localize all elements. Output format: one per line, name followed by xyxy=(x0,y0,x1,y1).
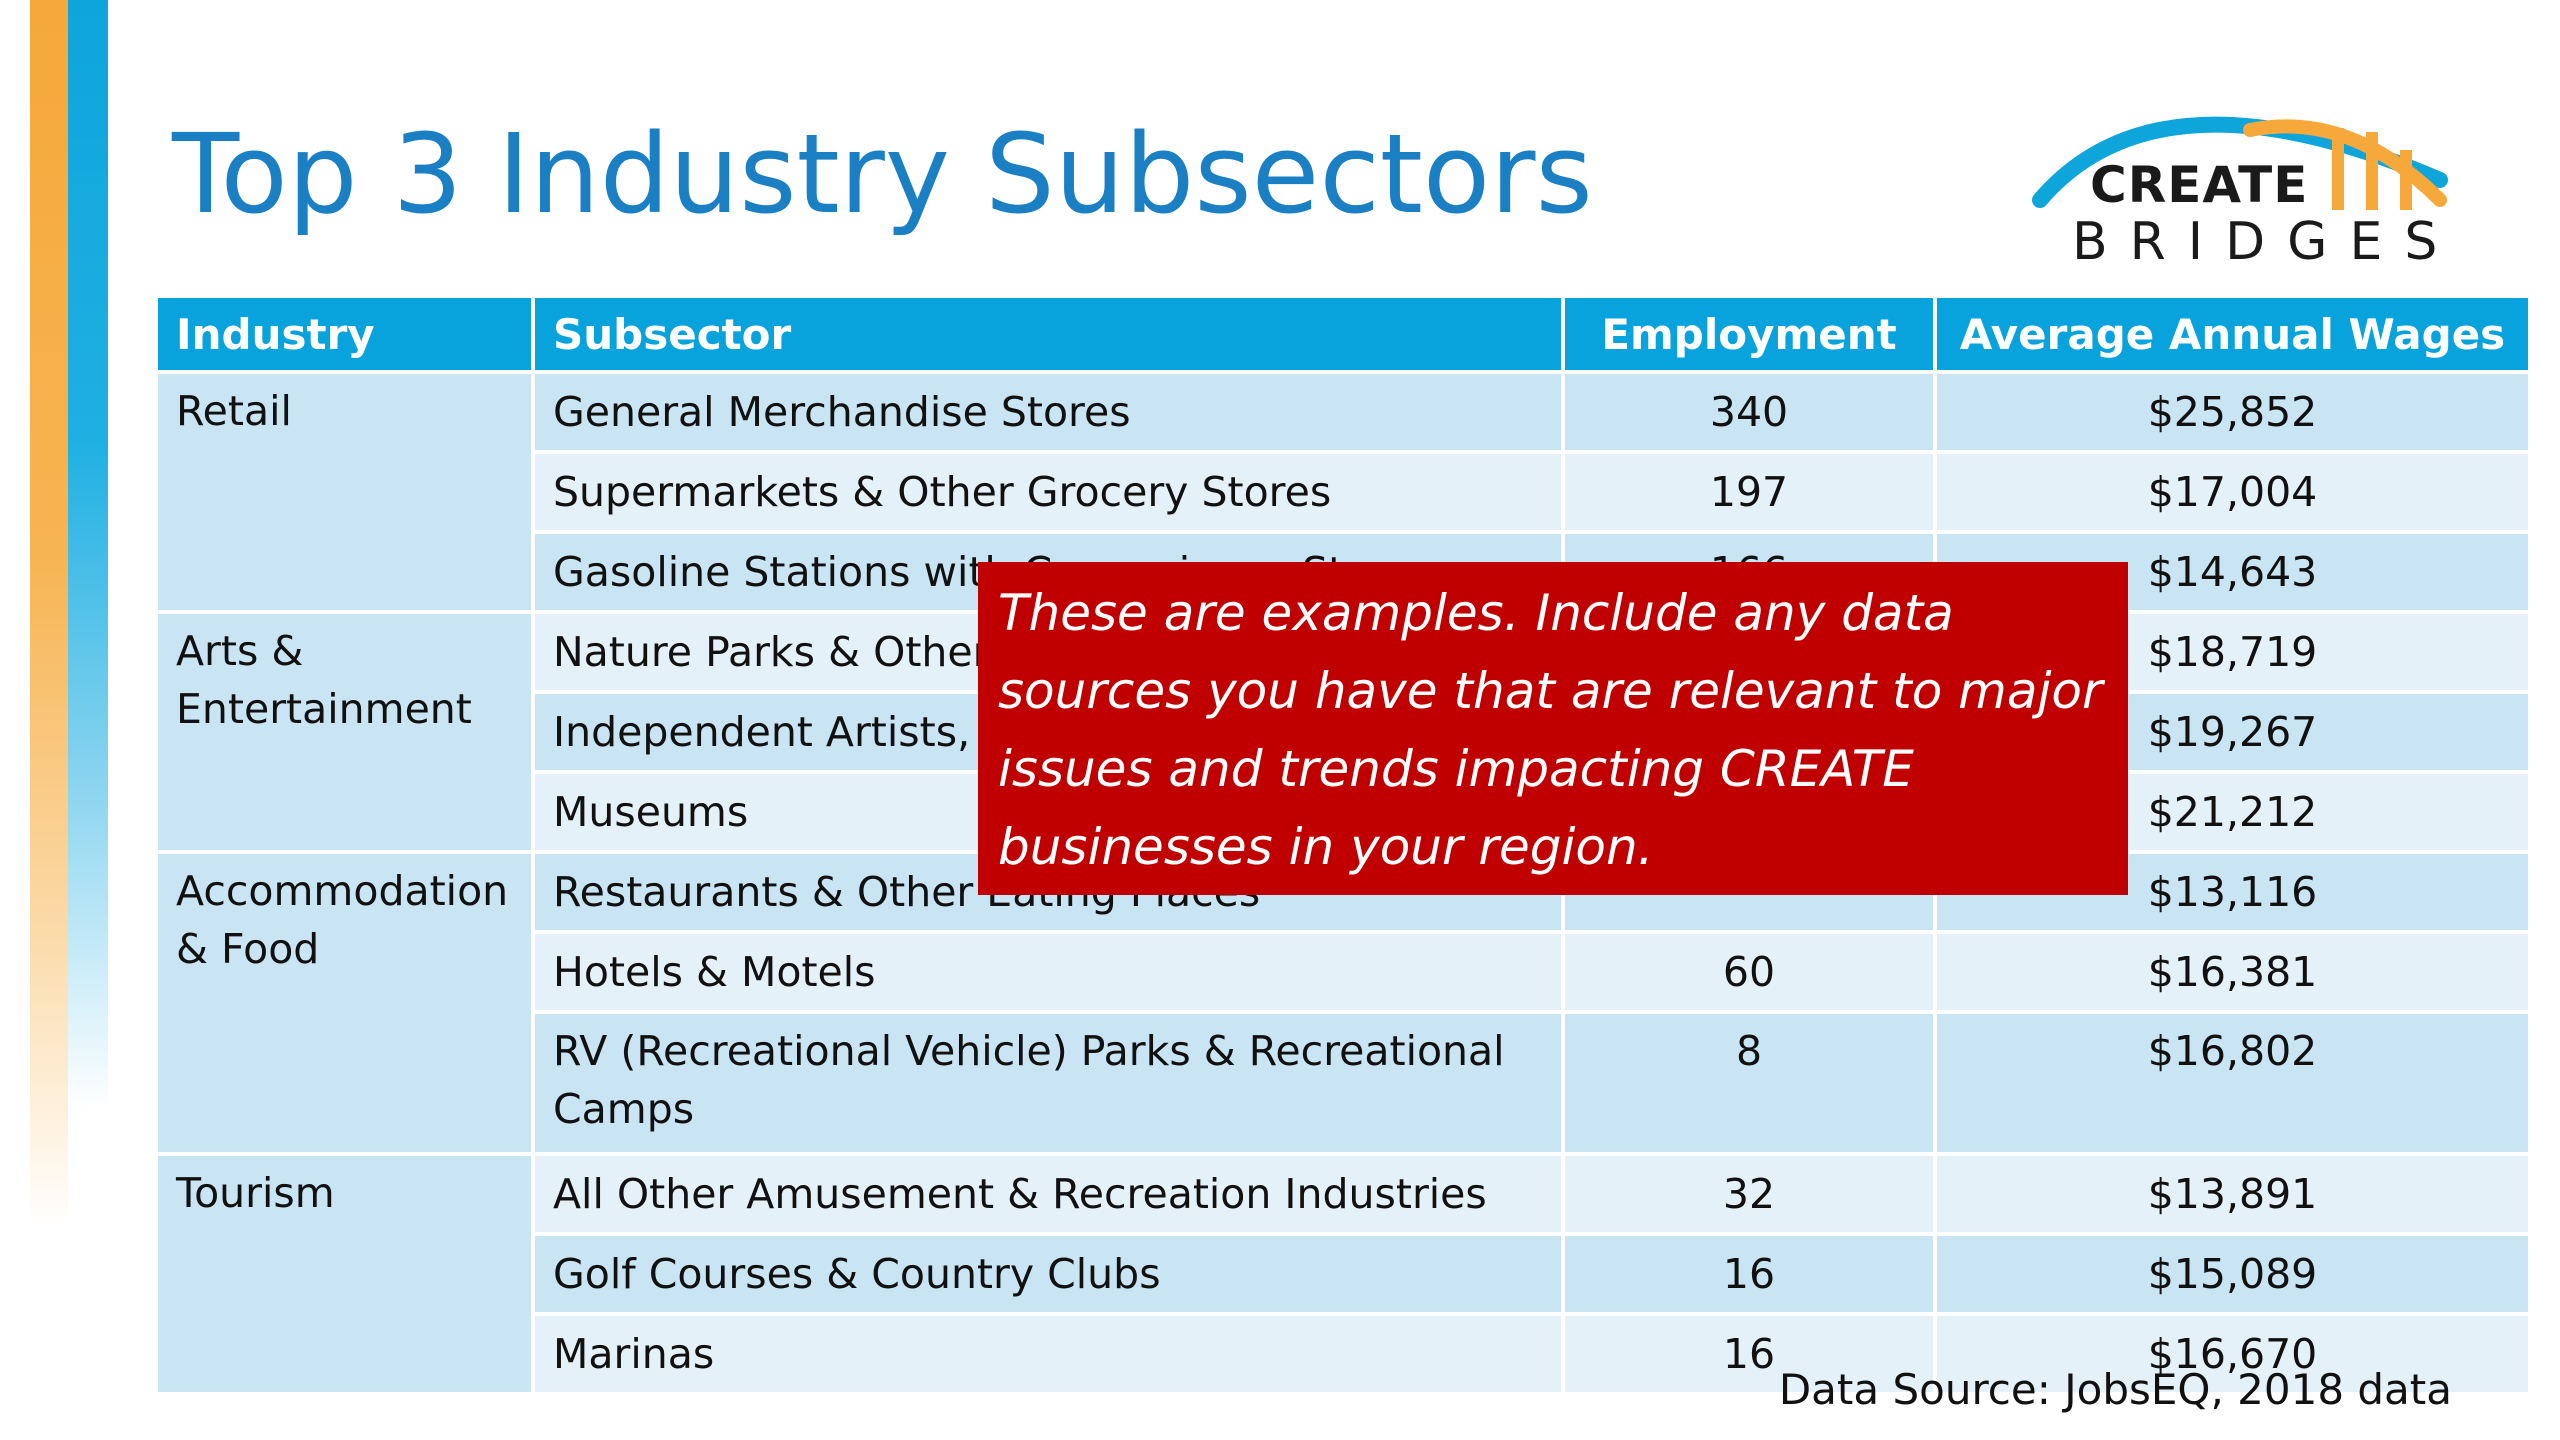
subsector-cell: Golf Courses & Country Clubs xyxy=(533,1232,1565,1314)
subsector-cell: Marinas xyxy=(533,1312,1565,1392)
header-industry: Industry xyxy=(158,298,535,372)
wages-cell: $16,802 xyxy=(1935,1010,2528,1154)
bridge-arc-icon xyxy=(2032,116,2448,210)
table-row: Retail General Merchandise Stores 340 $2… xyxy=(158,370,2528,612)
subsector-cell: General Merchandise Stores xyxy=(533,370,1565,452)
orange-accent-stripe xyxy=(30,0,68,1230)
industry-cell: Accommodation & Food xyxy=(158,850,535,1154)
wages-cell: $17,004 xyxy=(1935,450,2528,532)
employment-cell: 340 xyxy=(1563,370,1937,452)
table-header-row: Industry Subsector Employment Average An… xyxy=(158,298,2528,372)
logo-bridges-text: BRIDGES xyxy=(2072,212,2460,272)
subsector-cell: RV (Recreational Vehicle) Parks & Recrea… xyxy=(533,1010,1565,1154)
industry-cell: Retail xyxy=(158,370,535,612)
data-source-note: Data Source: JobsEQ, 2018 data xyxy=(1778,1365,2452,1414)
header-subsector: Subsector xyxy=(533,298,1565,372)
employment-cell: 32 xyxy=(1563,1152,1937,1234)
subsector-cell: All Other Amusement & Recreation Industr… xyxy=(533,1152,1565,1234)
employment-cell: 197 xyxy=(1563,450,1937,532)
employment-cell: 16 xyxy=(1563,1312,1937,1392)
table-row: Hotels & Motels 60 $16,381 xyxy=(158,930,2528,1012)
wages-cell: $15,089 xyxy=(1935,1232,2528,1314)
wages-cell: $16,381 xyxy=(1935,930,2528,1012)
subsector-cell: Supermarkets & Other Grocery Stores xyxy=(533,450,1565,532)
create-bridges-logo: CREATE BRIDGES xyxy=(2020,70,2460,280)
industry-cell: Arts & Entertainment xyxy=(158,610,535,852)
slide-title: Top 3 Industry Subsectors xyxy=(172,110,1593,238)
table-row: Golf Courses & Country Clubs 16 $15,089 xyxy=(158,1232,2528,1314)
table-row: Tourism All Other Amusement & Recreation… xyxy=(158,1152,2528,1392)
instruction-callout: These are examples. Include any data sou… xyxy=(978,562,2128,895)
employment-cell: 60 xyxy=(1563,930,1937,1012)
header-employment: Employment xyxy=(1563,298,1937,372)
table-row: Marinas 16 $16,670 xyxy=(158,1312,2528,1392)
header-wages: Average Annual Wages xyxy=(1935,298,2528,372)
blue-accent-stripe xyxy=(68,0,108,1110)
industry-cell: Tourism xyxy=(158,1152,535,1392)
employment-cell: 8 xyxy=(1563,1010,1937,1154)
table-row: RV (Recreational Vehicle) Parks & Recrea… xyxy=(158,1010,2528,1154)
employment-cell: 16 xyxy=(1563,1232,1937,1314)
wages-cell: $13,891 xyxy=(1935,1152,2528,1234)
subsector-cell: Hotels & Motels xyxy=(533,930,1565,1012)
wages-cell: $25,852 xyxy=(1935,370,2528,452)
logo-create-text: CREATE xyxy=(2090,156,2309,214)
wages-cell: $16,670 xyxy=(1935,1312,2528,1392)
table-row: Supermarkets & Other Grocery Stores 197 … xyxy=(158,450,2528,532)
